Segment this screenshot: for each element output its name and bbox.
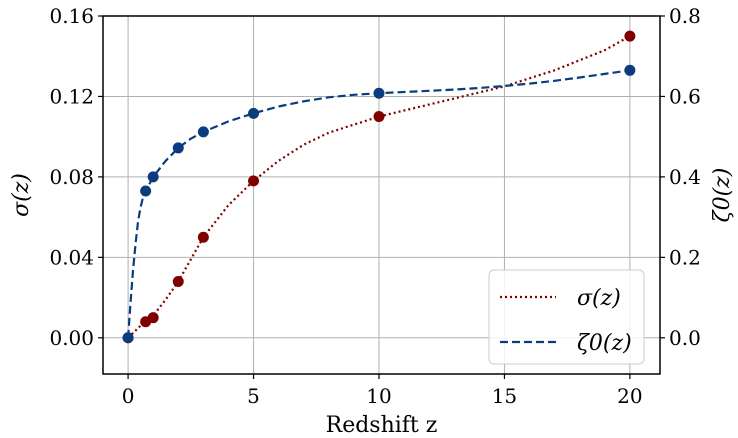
series-1-point	[373, 87, 385, 99]
series-line-1	[127, 69, 631, 338]
x-tick-label: 15	[492, 384, 517, 408]
right-y-axis-label: ζ0(z)	[710, 168, 735, 223]
series-0-point	[172, 275, 184, 287]
series-0-point	[624, 30, 636, 42]
x-axis-label: Redshift z	[326, 413, 438, 438]
series-1-point	[172, 142, 184, 154]
left-y-tick-label: 0.08	[49, 165, 94, 189]
series-0-point	[197, 231, 209, 243]
series-1-point	[140, 185, 152, 197]
series-1-point	[197, 126, 209, 138]
right-y-tick-label: 0.6	[669, 84, 701, 108]
left-y-tick-label: 0.16	[49, 4, 94, 28]
legend: σ(z) ζ0(z)	[488, 269, 645, 365]
right-y-tick-label: 0.0	[669, 326, 701, 350]
left-y-tick-label: 0.04	[49, 245, 94, 269]
right-y-tick-label: 0.2	[669, 245, 701, 269]
x-axis: 0 5 10 15 20	[122, 374, 643, 408]
left-y-axis: 0.00 0.04 0.08 0.12 0.16	[49, 4, 103, 350]
plot-frame	[102, 15, 661, 375]
series-layer	[122, 30, 636, 344]
right-y-tick-label: 0.8	[669, 4, 701, 28]
x-tick-label: 20	[617, 384, 642, 408]
legend-label-sigma: σ(z)	[577, 286, 621, 311]
left-y-tick-label: 0.12	[49, 84, 94, 108]
x-tick-label: 10	[366, 384, 391, 408]
x-tick-label: 0	[122, 384, 135, 408]
series-1-point	[122, 332, 134, 344]
series-0-point	[147, 312, 159, 324]
series-0-point	[248, 175, 260, 187]
legend-box	[488, 269, 645, 365]
series-1-point	[624, 64, 636, 76]
series-1-point	[248, 107, 260, 119]
right-y-axis: 0.0 0.2 0.4 0.6 0.8	[660, 4, 701, 350]
legend-label-zeta: ζ0(z)	[577, 331, 632, 356]
series-1-point	[147, 171, 159, 183]
left-y-axis-label: σ(z)	[9, 173, 34, 217]
series-0-point	[373, 111, 385, 123]
right-y-tick-label: 0.4	[669, 165, 701, 189]
x-tick-label: 5	[247, 384, 260, 408]
left-y-tick-label: 0.00	[49, 326, 94, 350]
